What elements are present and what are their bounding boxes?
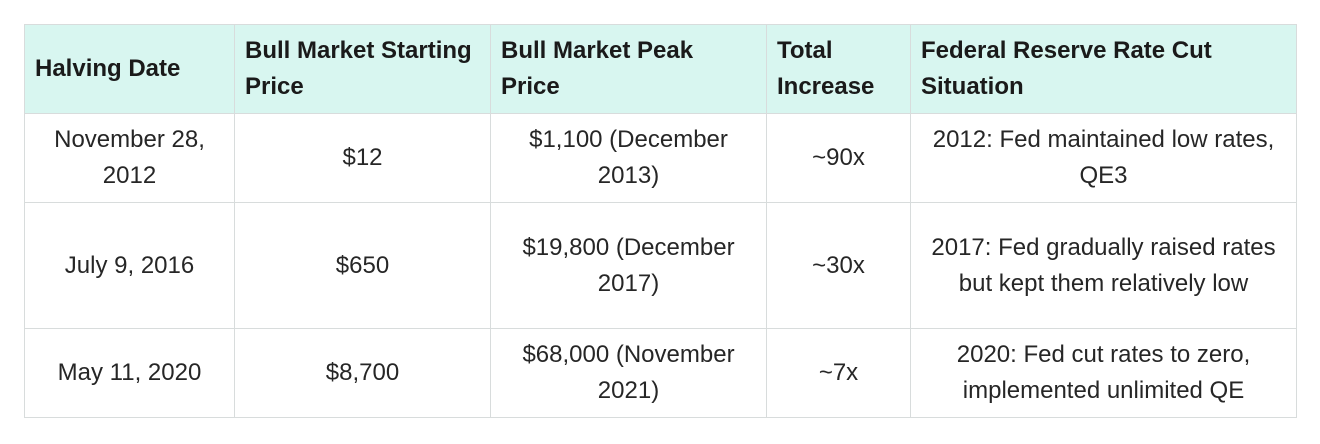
cell-starting-price: $650	[234, 202, 491, 329]
cell-total-increase: ~90x	[766, 113, 911, 203]
header-starting-price: Bull Market Starting Price	[234, 24, 491, 114]
cell-peak-price: $1,100 (December 2013)	[490, 113, 767, 203]
cell-fed-situation: 2012: Fed maintained low rates, QE3	[910, 113, 1297, 203]
cell-halving-date: July 9, 2016	[24, 202, 235, 329]
cell-halving-date: May 11, 2020	[24, 328, 235, 418]
header-peak-price: Bull Market Peak Price	[490, 24, 767, 114]
cell-starting-price: $8,700	[234, 328, 491, 418]
cell-total-increase: ~30x	[766, 202, 911, 329]
table-row: July 9, 2016 $650 $19,800 (December 2017…	[24, 202, 1297, 329]
table-header-row: Halving Date Bull Market Starting Price …	[24, 24, 1297, 114]
cell-peak-price: $19,800 (December 2017)	[490, 202, 767, 329]
header-halving-date: Halving Date	[24, 24, 235, 114]
halving-comparison-table: Halving Date Bull Market Starting Price …	[24, 24, 1297, 418]
header-fed-situation: Federal Reserve Rate Cut Situation	[910, 24, 1297, 114]
table-row: May 11, 2020 $8,700 $68,000 (November 20…	[24, 328, 1297, 418]
cell-starting-price: $12	[234, 113, 491, 203]
cell-total-increase: ~7x	[766, 328, 911, 418]
cell-halving-date: November 28, 2012	[24, 113, 235, 203]
header-total-increase: Total Increase	[766, 24, 911, 114]
halving-comparison-table-container: Halving Date Bull Market Starting Price …	[24, 24, 1297, 418]
cell-fed-situation: 2020: Fed cut rates to zero, implemented…	[910, 328, 1297, 418]
cell-peak-price: $68,000 (November 2021)	[490, 328, 767, 418]
cell-fed-situation: 2017: Fed gradually raised rates but kep…	[910, 202, 1297, 329]
table-row: November 28, 2012 $12 $1,100 (December 2…	[24, 113, 1297, 203]
